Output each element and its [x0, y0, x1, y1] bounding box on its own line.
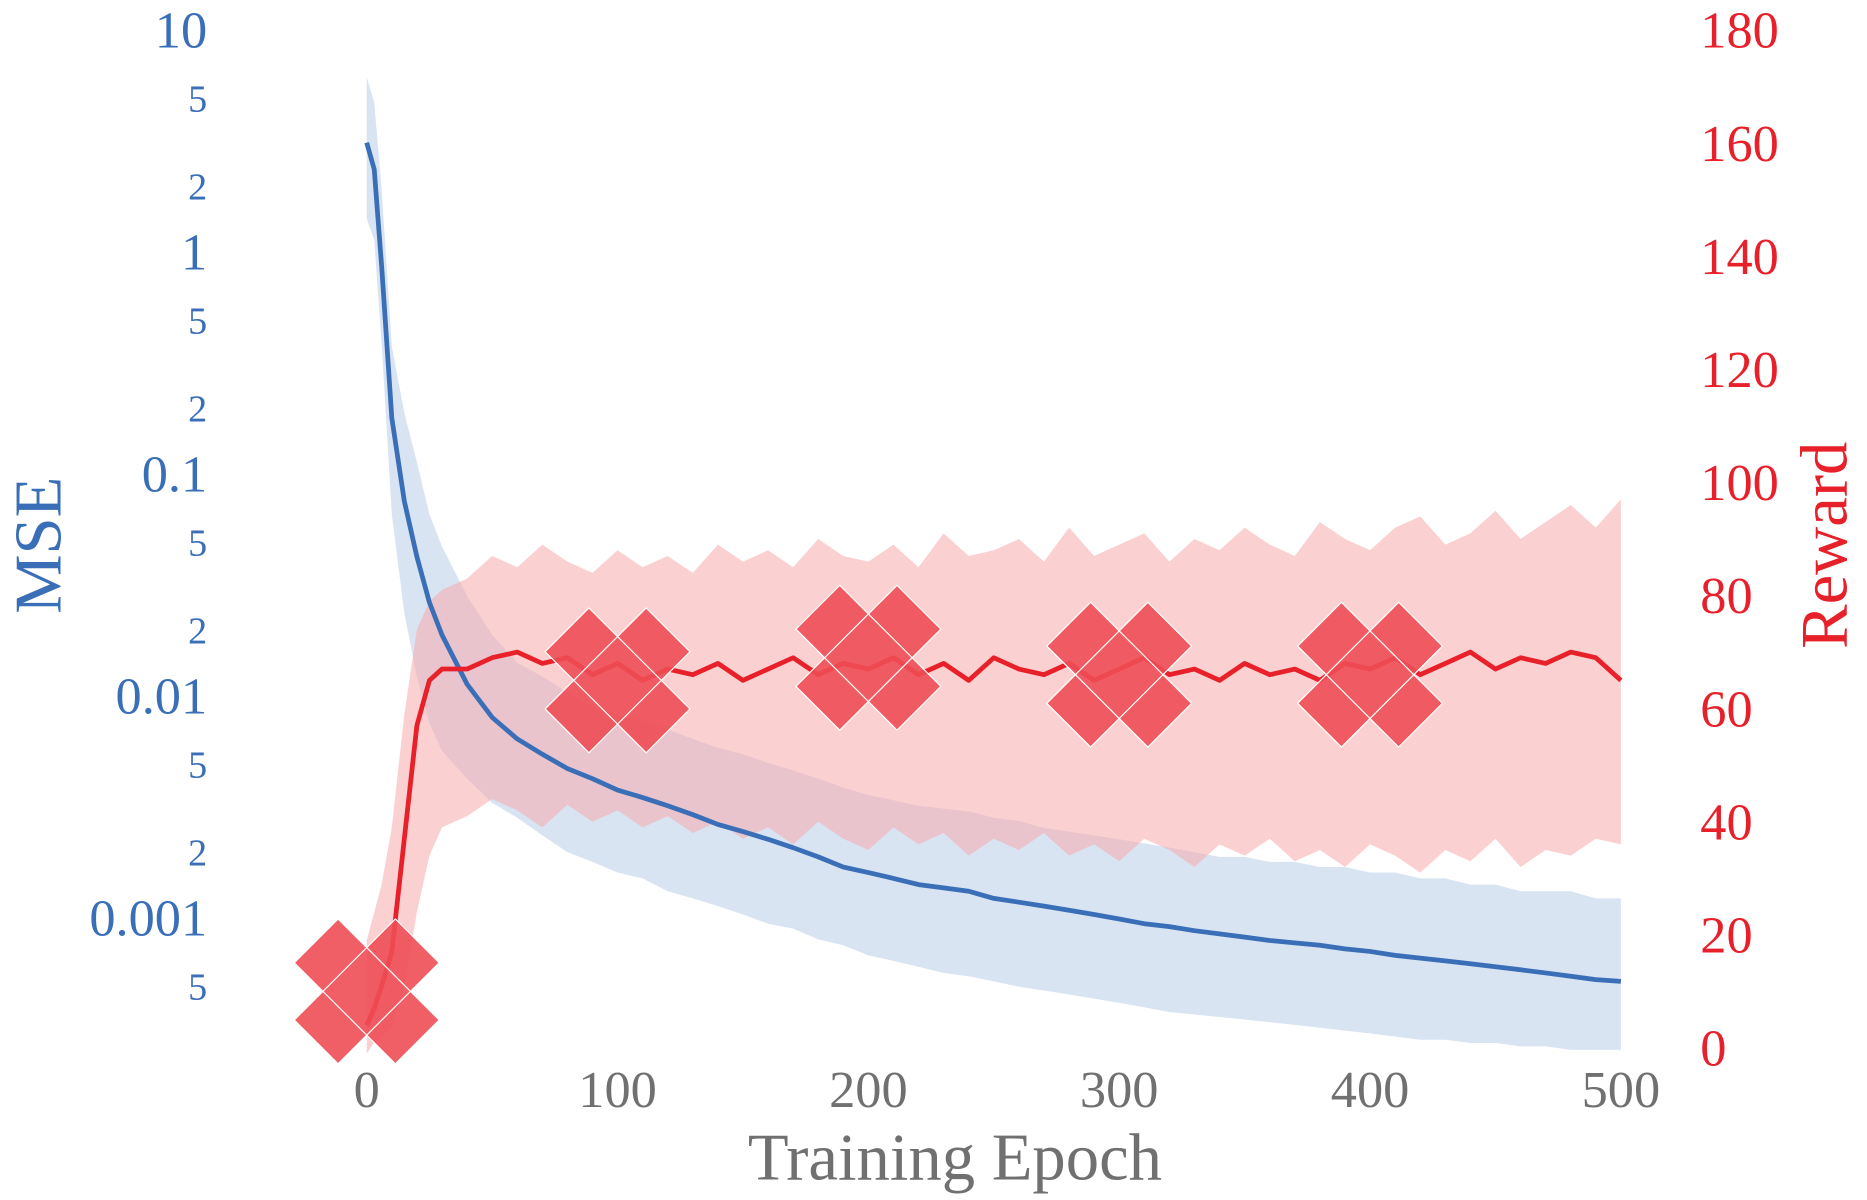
y2-tick-label: 40 [1700, 793, 1752, 851]
x-axis-label: Training Epoch [748, 1122, 1162, 1195]
x-marker [1045, 601, 1193, 748]
y2-tick-label: 60 [1700, 680, 1752, 738]
y-tick-label: 2 [188, 833, 207, 875]
y2-tick-label: 160 [1700, 115, 1779, 173]
y-tick-label: 5 [188, 522, 207, 564]
x-tick-label: 0 [354, 1061, 380, 1119]
y-tick-label: 5 [188, 744, 207, 786]
x-tick-label: 300 [1080, 1061, 1159, 1119]
y2-tick-label: 80 [1700, 567, 1752, 625]
y-tick-label: 2 [188, 611, 207, 653]
y-tick-label: 5 [188, 966, 207, 1008]
x-marker [1296, 601, 1444, 748]
x-marker [544, 607, 691, 754]
y2-tick-label: 180 [1700, 2, 1779, 60]
y-tick-label: 5 [188, 78, 207, 120]
x-marker [293, 918, 440, 1065]
x-tick-label: 500 [1582, 1061, 1661, 1119]
line [364, 141, 1622, 984]
y-tick-label: 5 [188, 300, 207, 342]
y-tick-label: 1 [181, 224, 207, 282]
y2-tick-label: 0 [1700, 1020, 1726, 1078]
x-tick-label: 400 [1331, 1061, 1410, 1119]
y-tick-label: 10 [155, 2, 207, 60]
y-tick-label: 0.001 [89, 890, 207, 948]
x-tick-label: 100 [578, 1061, 657, 1119]
y2-tick-label: 140 [1700, 228, 1779, 286]
y2-tick-label: 120 [1700, 341, 1779, 399]
y-tick-label: 0.01 [116, 668, 208, 726]
y-tick-label: 2 [188, 167, 207, 209]
x-marker [795, 584, 942, 731]
x-tick-label: 200 [829, 1061, 908, 1119]
y-tick-label: 0.1 [142, 446, 207, 504]
y-tick-label: 2 [188, 389, 207, 431]
y-axis-label: MSE [3, 477, 76, 614]
y2-axis-label: Reward [1789, 442, 1862, 649]
y2-tick-label: 20 [1700, 906, 1752, 964]
y2-tick-label: 100 [1700, 454, 1779, 512]
